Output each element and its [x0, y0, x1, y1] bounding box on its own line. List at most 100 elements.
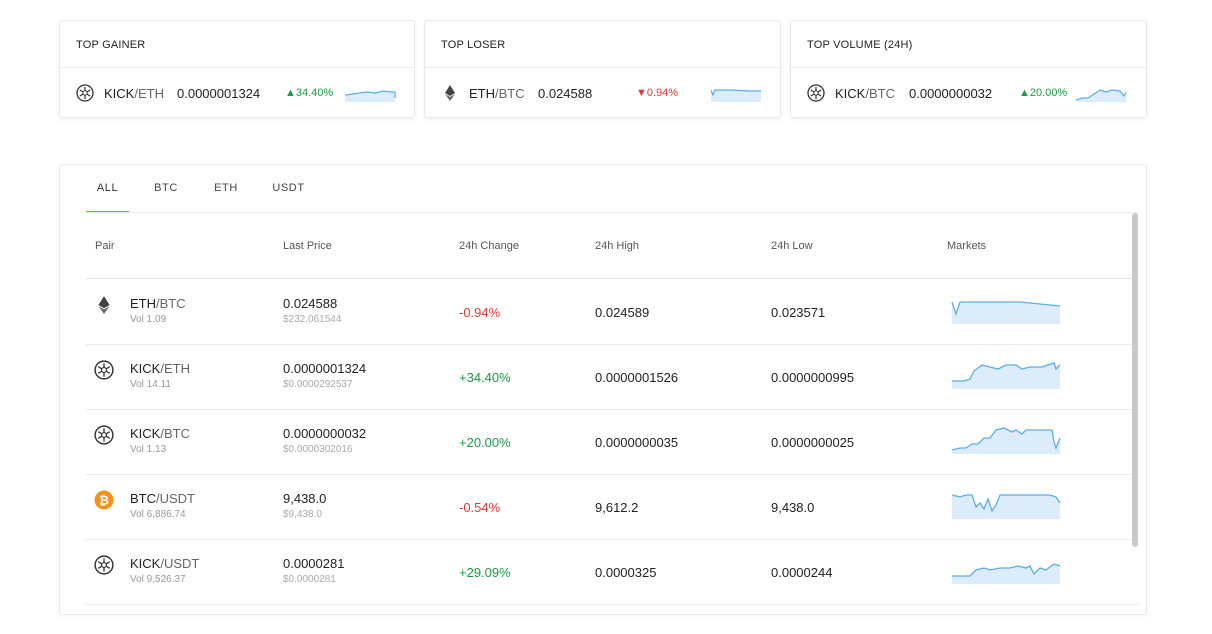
high-value: 0.024589	[595, 305, 650, 320]
table-row[interactable]: ETH/BTC Vol 1.09 0.024588 $232.061544 -0…	[86, 279, 1138, 345]
low-value: 0.0000244	[771, 565, 833, 580]
table-header: Pair Last Price 24h Change 24h High 24h …	[86, 214, 1138, 279]
tab-btc[interactable]: BTC	[154, 182, 178, 194]
card-title: TOP LOSER	[425, 21, 780, 68]
pair-volume: Vol 6,886.74	[130, 509, 186, 520]
arrow-up-icon: ▲	[1019, 87, 1030, 99]
pair-quote: /ETH	[134, 86, 164, 101]
column-header-24h-low[interactable]: 24h Low	[771, 240, 813, 252]
kick-icon	[807, 84, 825, 107]
sparkline-chart	[1076, 89, 1127, 102]
pair-quote: /BTC	[865, 86, 895, 101]
tab-usdt[interactable]: USDT	[272, 182, 305, 194]
pair-volume: Vol 9,526.37	[130, 574, 186, 585]
tab-eth[interactable]: ETH	[214, 182, 238, 194]
low-value: 0.0000000025	[771, 435, 855, 450]
last-price-usd: $0.0000302016	[283, 444, 353, 455]
pair-base: ETH	[469, 86, 495, 101]
pair-base: KICK	[130, 426, 161, 441]
pair-quote: /ETH	[160, 361, 190, 376]
kick-icon	[94, 360, 114, 385]
last-price: 0.024588	[283, 296, 338, 311]
top-loser-card[interactable]: TOP LOSER ETH/BTC 0.024588 ▼0.94%	[424, 20, 781, 118]
top-gainer-card[interactable]: TOP GAINER KICK/ETH 0.0000001324 ▲34.40%	[59, 20, 415, 118]
high-value: 0.0000325	[595, 565, 657, 580]
market-sparkline	[951, 494, 1061, 519]
card-price: 0.0000001324	[177, 86, 261, 101]
pair-quote: /BTC	[495, 86, 525, 101]
table-row[interactable]: ₿ BTC/USDT Vol 6,886.74 9,438.0 $9,438.0…	[86, 474, 1138, 540]
tab-all[interactable]: ALL	[86, 182, 129, 213]
pair-base: KICK	[130, 556, 161, 571]
card-pair: KICK/BTC	[835, 86, 895, 101]
pair-name: KICK/BTC	[130, 426, 190, 441]
last-price-usd: $0.0000281	[283, 574, 336, 585]
card-change-value: 20.00%	[1029, 87, 1068, 99]
last-price: 0.0000281	[283, 556, 345, 571]
kick-icon	[76, 84, 94, 107]
pair-base: ETH	[130, 296, 156, 311]
card-price: 0.0000000032	[909, 86, 993, 101]
market-sparkline	[952, 563, 1061, 584]
pair-volume: Vol 1.13	[130, 444, 167, 455]
column-header-last-price[interactable]: Last Price	[283, 240, 332, 252]
low-value: 0.023571	[771, 305, 826, 320]
change-value: -0.94%	[459, 305, 501, 320]
card-change-value: 34.40%	[295, 87, 334, 99]
card-change-value: 0.94%	[646, 87, 679, 99]
eth-icon	[441, 84, 459, 107]
last-price-usd: $0.0000292537	[283, 379, 353, 390]
pair-quote: /BTC	[160, 426, 190, 441]
card-change: ▲20.00%	[1019, 87, 1067, 99]
change-value: +29.09%	[459, 565, 511, 580]
card-change: ▲34.40%	[285, 87, 333, 99]
table-row[interactable]: KICK/BTC Vol 1.13 0.0000000032 $0.000030…	[86, 409, 1138, 475]
card-change: ▼0.94%	[636, 87, 678, 99]
last-price-usd: $9,438.0	[283, 509, 322, 520]
kick-icon	[94, 425, 114, 450]
pair-quote: /USDT	[160, 556, 200, 571]
table-row[interactable]: KICK/USDT Vol 9,526.37 0.0000281 $0.0000…	[86, 539, 1138, 605]
column-header-24h-change[interactable]: 24h Change	[459, 240, 519, 252]
table-scrollbar[interactable]	[1132, 213, 1138, 547]
last-price: 0.0000001324	[283, 361, 367, 376]
high-value: 0.0000001526	[595, 370, 679, 385]
market-sparkline	[951, 301, 1061, 324]
market-sparkline	[952, 362, 1061, 389]
arrow-up-icon: ▲	[285, 87, 296, 99]
arrow-down-icon: ▼	[636, 87, 647, 99]
change-value: -0.54%	[459, 500, 501, 515]
pair-name: BTC/USDT	[130, 491, 195, 506]
table-row[interactable]: KICK/ETH Vol 14.11 0.0000001324 $0.00002…	[86, 344, 1138, 410]
sparkline-chart	[345, 90, 396, 102]
pair-base: KICK	[104, 86, 135, 101]
card-title: TOP GAINER	[60, 21, 414, 68]
pair-base: BTC	[130, 491, 156, 506]
markets-panel: ALL BTC ETH USDT Pair Last Price 24h Cha…	[59, 164, 1147, 615]
pair-base: KICK	[130, 361, 161, 376]
pair-name: KICK/ETH	[130, 361, 190, 376]
svg-text:₿: ₿	[99, 493, 109, 507]
change-value: +34.40%	[459, 370, 511, 385]
card-pair: ETH/BTC	[469, 86, 525, 101]
kick-icon	[94, 555, 114, 580]
top-volume-card[interactable]: TOP VOLUME (24H) KICK/BTC 0.0000000032 ▲…	[790, 20, 1147, 118]
pair-base: KICK	[835, 86, 866, 101]
card-title: TOP VOLUME (24H)	[791, 21, 1146, 68]
btc-icon: ₿	[94, 490, 114, 515]
pair-volume: Vol 1.09	[130, 314, 167, 325]
low-value: 0.0000000995	[771, 370, 855, 385]
pair-quote: /BTC	[156, 296, 186, 311]
pair-name: ETH/BTC	[130, 296, 186, 311]
market-sparkline	[951, 427, 1061, 454]
last-price: 0.0000000032	[283, 426, 367, 441]
high-value: 9,612.2	[595, 500, 639, 515]
column-header-pair[interactable]: Pair	[95, 240, 115, 252]
card-pair: KICK/ETH	[104, 86, 164, 101]
pair-quote: /USDT	[156, 491, 195, 506]
high-value: 0.0000000035	[595, 435, 679, 450]
eth-icon	[94, 295, 114, 320]
pair-volume: Vol 14.11	[130, 379, 171, 390]
sparkline-chart	[711, 89, 761, 102]
column-header-24h-high[interactable]: 24h High	[595, 240, 640, 252]
